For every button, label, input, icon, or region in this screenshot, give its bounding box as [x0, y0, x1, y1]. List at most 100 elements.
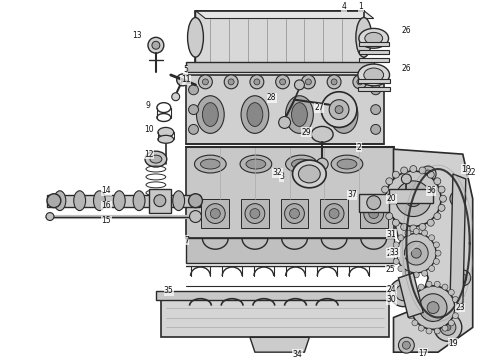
- Circle shape: [393, 258, 399, 265]
- Circle shape: [424, 170, 432, 178]
- Circle shape: [398, 266, 404, 271]
- Circle shape: [395, 181, 431, 216]
- Bar: [359, 58, 389, 62]
- Ellipse shape: [292, 103, 307, 126]
- Circle shape: [413, 228, 419, 234]
- Circle shape: [198, 75, 212, 89]
- Bar: [389, 189, 433, 203]
- Bar: [359, 194, 389, 212]
- Ellipse shape: [359, 28, 389, 48]
- Circle shape: [419, 167, 426, 174]
- Ellipse shape: [364, 68, 384, 82]
- Ellipse shape: [94, 191, 105, 211]
- Circle shape: [154, 195, 166, 207]
- Circle shape: [435, 250, 441, 256]
- Circle shape: [418, 325, 424, 331]
- Circle shape: [410, 225, 417, 232]
- Ellipse shape: [150, 155, 162, 163]
- Circle shape: [434, 258, 440, 265]
- Text: 37: 37: [347, 190, 357, 199]
- Polygon shape: [186, 62, 374, 72]
- Circle shape: [418, 284, 424, 290]
- Circle shape: [285, 204, 304, 224]
- Ellipse shape: [293, 160, 326, 188]
- Polygon shape: [196, 10, 374, 18]
- Circle shape: [411, 286, 455, 329]
- Text: 25: 25: [386, 265, 395, 274]
- Circle shape: [427, 171, 434, 178]
- Text: 28: 28: [267, 93, 276, 102]
- Polygon shape: [241, 199, 269, 228]
- Circle shape: [386, 171, 441, 226]
- Text: 35: 35: [164, 286, 173, 295]
- Text: 9: 9: [146, 101, 150, 110]
- Polygon shape: [186, 238, 393, 263]
- Circle shape: [419, 224, 426, 230]
- Circle shape: [276, 75, 290, 89]
- Circle shape: [434, 242, 440, 248]
- Text: 26: 26: [402, 26, 411, 35]
- Circle shape: [398, 337, 415, 353]
- Circle shape: [440, 319, 456, 335]
- Circle shape: [301, 75, 315, 89]
- Ellipse shape: [173, 191, 185, 211]
- Circle shape: [405, 191, 421, 207]
- Text: 13: 13: [132, 31, 142, 40]
- Circle shape: [411, 248, 421, 258]
- Text: 4: 4: [342, 2, 346, 11]
- Circle shape: [392, 219, 399, 226]
- Ellipse shape: [330, 96, 358, 133]
- Text: 12: 12: [144, 150, 154, 159]
- Ellipse shape: [356, 18, 372, 57]
- Circle shape: [357, 79, 363, 85]
- Circle shape: [245, 204, 265, 224]
- Circle shape: [445, 324, 451, 330]
- Ellipse shape: [158, 127, 174, 137]
- Circle shape: [202, 79, 208, 85]
- Polygon shape: [196, 10, 364, 65]
- Circle shape: [406, 305, 412, 311]
- Circle shape: [405, 270, 411, 276]
- Circle shape: [329, 208, 339, 219]
- Circle shape: [448, 320, 454, 326]
- Ellipse shape: [195, 155, 226, 173]
- Text: 3: 3: [279, 172, 284, 181]
- Ellipse shape: [189, 194, 202, 208]
- Circle shape: [386, 178, 393, 185]
- Circle shape: [364, 204, 384, 224]
- Ellipse shape: [196, 96, 224, 133]
- Text: 18: 18: [461, 165, 470, 174]
- Circle shape: [46, 212, 54, 220]
- Ellipse shape: [298, 165, 320, 183]
- Circle shape: [434, 328, 440, 334]
- Circle shape: [172, 93, 180, 101]
- Ellipse shape: [74, 191, 86, 211]
- Text: 29: 29: [301, 128, 311, 137]
- Polygon shape: [398, 273, 423, 318]
- Bar: [149, 189, 171, 212]
- Text: 10: 10: [144, 125, 154, 134]
- Circle shape: [422, 270, 428, 276]
- Circle shape: [279, 117, 291, 129]
- Ellipse shape: [47, 194, 61, 208]
- Text: 1: 1: [359, 2, 363, 11]
- Circle shape: [439, 323, 447, 331]
- Circle shape: [455, 270, 471, 286]
- Ellipse shape: [113, 191, 125, 211]
- Polygon shape: [393, 149, 473, 352]
- Text: 19: 19: [448, 339, 458, 348]
- Text: 16: 16: [101, 201, 111, 210]
- Circle shape: [440, 195, 446, 202]
- Ellipse shape: [202, 103, 218, 126]
- Text: 23: 23: [455, 303, 465, 312]
- Polygon shape: [186, 75, 384, 144]
- Circle shape: [393, 242, 399, 248]
- Ellipse shape: [311, 126, 333, 142]
- Circle shape: [294, 80, 304, 90]
- Text: 7: 7: [184, 236, 189, 245]
- Circle shape: [205, 204, 225, 224]
- Polygon shape: [201, 199, 229, 228]
- Text: 2: 2: [357, 143, 361, 152]
- Text: 11: 11: [181, 75, 190, 84]
- Circle shape: [450, 191, 466, 207]
